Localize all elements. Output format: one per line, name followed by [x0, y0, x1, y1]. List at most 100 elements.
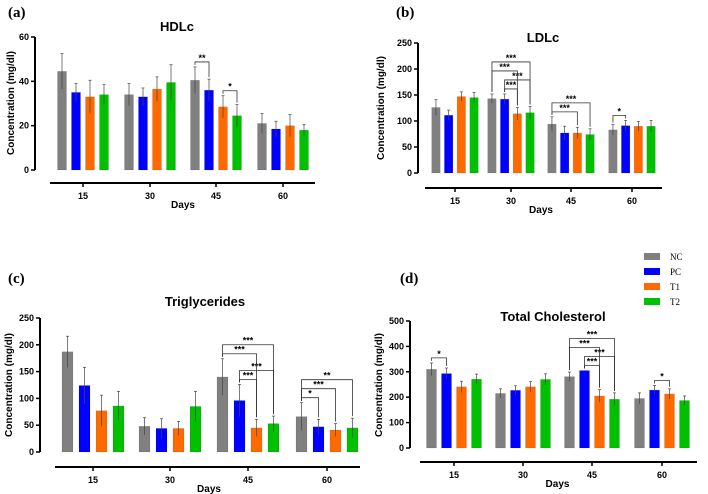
chart-title: Triglycerides: [165, 294, 245, 309]
bar-nc-day-45: [190, 79, 200, 171]
x-axis-label: Days: [529, 205, 553, 216]
legend-label-pc: PC: [670, 267, 681, 277]
bar-t2-day-45: [609, 398, 620, 449]
bar-pc-day-15: [444, 115, 454, 174]
chart-panel-ldlc: (b) LDLc 0 50 100 150 200 250 Concentration (mg/…: [376, 5, 662, 216]
y-axis-label: Concentration (mg/dl): [374, 333, 385, 437]
y-tick-label: 0: [24, 165, 29, 175]
significance-label: *: [228, 82, 232, 92]
bar-t1-day-45: [572, 132, 582, 174]
bar-t1-day-60: [664, 393, 675, 449]
significance-bracket: [431, 357, 447, 366]
significance-label: ***: [506, 53, 517, 63]
x-tick-label: 45: [566, 196, 576, 206]
significance-label: ***: [506, 80, 517, 90]
y-tick-label: 150: [19, 367, 34, 377]
panel-label: (d): [400, 271, 418, 287]
x-tick-label: 15: [449, 470, 459, 480]
bar-t1-day-30: [512, 113, 522, 174]
bar-t2-day-15: [99, 94, 109, 171]
significance-bracket: [551, 111, 578, 126]
y-tick-label: 100: [389, 418, 404, 428]
legend-swatch-pc: [644, 268, 660, 275]
y-tick-label: 200: [389, 392, 404, 402]
significance-label: ***: [566, 94, 577, 104]
y-axis-label: Concentration (mg/dl): [376, 56, 387, 160]
significance-label: ***: [313, 380, 324, 390]
bar-pc-day-60: [649, 389, 660, 449]
panel-label: (c): [8, 271, 25, 287]
bar-t2-day-30: [525, 112, 535, 174]
significance-label: ***: [243, 370, 254, 380]
bar-nc-day-15: [431, 107, 441, 174]
y-tick-label: 0: [29, 447, 34, 457]
legend-label-nc: NC: [670, 252, 683, 262]
significance-bracket: [551, 102, 591, 127]
legend-label-t2: T2: [670, 297, 680, 307]
bar-t1-day-15: [456, 386, 467, 449]
x-tick-label: 45: [243, 475, 253, 485]
significance-bracket: [491, 61, 531, 105]
panel-label: (b): [396, 5, 414, 21]
chart-title: LDLc: [527, 30, 560, 45]
bar-pc-day-15: [441, 373, 452, 449]
y-axis-label: Concentration (mg/dl): [4, 333, 15, 437]
x-tick-label: 15: [88, 475, 98, 485]
bar-t2-day-60: [646, 125, 656, 174]
bar-t2-day-15: [469, 97, 479, 174]
significance-label: ***: [234, 345, 245, 355]
y-tick-label: 400: [389, 341, 404, 351]
bar-pc-day-60: [621, 125, 631, 174]
x-axis-label: Days: [197, 484, 221, 494]
y-tick-label: 20: [19, 121, 29, 131]
chart-title: HDLc: [160, 19, 194, 34]
legend-swatch-nc: [644, 253, 660, 260]
significance-label: ***: [559, 103, 570, 113]
x-tick-label: 45: [587, 470, 597, 480]
bar-nc-day-60: [608, 129, 618, 174]
bar-nc-day-15: [426, 369, 437, 449]
significance-label: ***: [579, 339, 590, 349]
x-tick-label: 30: [165, 475, 175, 485]
y-tick-label: 150: [397, 90, 412, 100]
y-tick-label: 0: [399, 443, 404, 453]
significance-bracket: [301, 379, 353, 417]
bar-t1-day-45: [594, 395, 605, 449]
legend-swatch-t2: [644, 298, 660, 305]
x-tick-label: 30: [506, 196, 516, 206]
significance-label: ***: [587, 357, 598, 367]
bar-pc-day-45: [579, 370, 590, 449]
legend-label-t1: T1: [670, 282, 680, 292]
x-tick-label: 60: [278, 191, 288, 201]
bar-t1-day-15: [456, 96, 466, 174]
significance-bracket: [222, 90, 238, 103]
bar-t2-day-30: [540, 379, 551, 449]
x-tick-label: 60: [627, 196, 637, 206]
y-tick-label: 200: [397, 64, 412, 74]
significance-label: ***: [587, 330, 598, 340]
y-tick-label: 300: [389, 367, 404, 377]
bar-nc-day-30: [487, 98, 497, 174]
bar-pc-day-45: [204, 89, 214, 171]
bar-pc-day-30: [500, 98, 510, 174]
x-tick-label: 30: [518, 470, 528, 480]
x-axis-label: Days: [546, 479, 570, 490]
significance-label: *: [308, 389, 312, 399]
significance-label: *: [437, 349, 441, 359]
significance-label: **: [323, 371, 331, 381]
y-axis-label: Concentration (mg/dl): [6, 51, 17, 155]
bar-pc-day-30: [510, 390, 521, 449]
panel-label: (a): [8, 5, 26, 21]
x-axis-label: Days: [171, 200, 195, 211]
significance-bracket: [569, 338, 615, 391]
bar-t2-day-15: [471, 378, 482, 449]
chart-panel-triglycerides: (c) Triglycerides 0 50 100 150 200 250 Concentra…: [4, 271, 360, 494]
y-tick-label: 60: [19, 32, 29, 42]
bar-t1-day-30: [525, 386, 536, 449]
significance-bracket: [222, 344, 274, 415]
y-tick-label: 100: [19, 393, 34, 403]
significance-label: ***: [243, 336, 254, 346]
bar-nc-day-30: [124, 94, 134, 171]
